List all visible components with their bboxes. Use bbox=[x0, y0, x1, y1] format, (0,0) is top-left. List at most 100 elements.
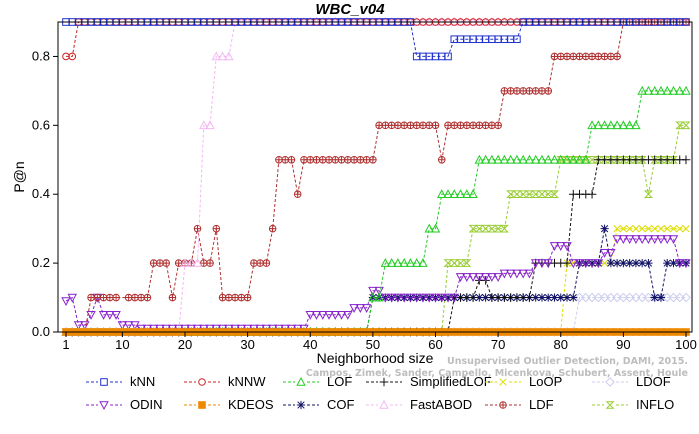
data-point bbox=[656, 155, 666, 164]
data-point bbox=[631, 235, 641, 245]
data-point bbox=[192, 258, 203, 267]
data-point bbox=[344, 155, 352, 164]
data-point bbox=[393, 293, 403, 302]
data-point bbox=[131, 293, 139, 302]
data-point bbox=[674, 292, 685, 303]
x-tick-label: 90 bbox=[616, 337, 630, 352]
legend-label: LoOP bbox=[529, 374, 562, 389]
y-tick-label: 0.0 bbox=[32, 324, 50, 339]
data-point bbox=[87, 293, 95, 302]
data-point bbox=[306, 155, 315, 164]
data-point bbox=[463, 121, 471, 130]
data-point bbox=[562, 293, 572, 302]
data-point bbox=[293, 190, 302, 199]
data-point bbox=[625, 225, 634, 233]
data-point bbox=[643, 235, 654, 245]
data-point bbox=[143, 293, 152, 302]
data-point bbox=[612, 120, 622, 130]
data-point bbox=[487, 154, 497, 164]
data-point bbox=[656, 85, 666, 95]
data-point bbox=[681, 259, 691, 269]
data-point bbox=[393, 293, 403, 303]
data-point bbox=[443, 259, 453, 267]
data-point bbox=[637, 235, 647, 245]
data-point bbox=[543, 259, 553, 269]
data-point bbox=[650, 293, 659, 302]
data-point bbox=[499, 154, 510, 164]
chart-title: WBC_v04 bbox=[315, 1, 385, 18]
x-tick-label: 30 bbox=[240, 337, 254, 352]
data-point bbox=[61, 297, 71, 307]
credit-line-2: Campos, Zimek, Sander, Campello, Micenko… bbox=[306, 368, 688, 379]
data-point bbox=[206, 259, 214, 267]
data-point bbox=[387, 121, 396, 130]
data-point bbox=[287, 155, 296, 164]
data-point bbox=[549, 190, 559, 199]
data-point bbox=[537, 154, 547, 164]
data-point bbox=[199, 259, 208, 267]
legend-item-knnw: kNNW bbox=[184, 374, 266, 389]
data-point bbox=[549, 154, 560, 164]
x-tick-label: 20 bbox=[178, 337, 192, 352]
data-point bbox=[505, 269, 516, 279]
legend-label: LDOF bbox=[636, 374, 671, 389]
data-point bbox=[649, 235, 660, 245]
data-point bbox=[650, 155, 660, 164]
series-knn bbox=[62, 18, 690, 61]
data-point bbox=[624, 292, 635, 303]
data-point bbox=[587, 292, 597, 303]
data-point bbox=[419, 121, 427, 130]
data-point bbox=[556, 293, 565, 302]
data-point bbox=[474, 273, 485, 282]
data-point bbox=[380, 258, 391, 267]
data-point bbox=[456, 259, 466, 267]
y-tick-label: 0.8 bbox=[32, 48, 50, 63]
data-point bbox=[311, 310, 322, 320]
data-point bbox=[487, 224, 497, 233]
data-point bbox=[612, 155, 622, 164]
data-point bbox=[475, 121, 484, 130]
data-point bbox=[644, 225, 653, 233]
data-point bbox=[569, 52, 578, 61]
data-point bbox=[224, 51, 234, 61]
data-point bbox=[437, 189, 447, 199]
data-point bbox=[474, 224, 484, 233]
plot-frame bbox=[57, 21, 693, 333]
data-point bbox=[662, 235, 672, 245]
series-line bbox=[66, 159, 686, 333]
data-point bbox=[500, 87, 509, 95]
legend-marker bbox=[499, 378, 507, 386]
data-point bbox=[212, 224, 221, 233]
data-point bbox=[469, 121, 477, 130]
x-tick-label: 80 bbox=[554, 337, 568, 352]
legend-item-ldf: LDF bbox=[485, 397, 554, 412]
data-point bbox=[537, 293, 547, 302]
data-point bbox=[361, 304, 372, 313]
data-point bbox=[618, 235, 629, 245]
data-point bbox=[563, 52, 571, 61]
data-point bbox=[418, 293, 428, 303]
data-point bbox=[587, 259, 597, 268]
data-point bbox=[544, 87, 553, 95]
data-point bbox=[462, 259, 472, 267]
data-point bbox=[575, 52, 584, 61]
data-point bbox=[481, 121, 490, 130]
data-point bbox=[643, 292, 654, 303]
legend-item-lof: LOF bbox=[283, 374, 352, 389]
data-point bbox=[606, 155, 616, 164]
legend-item-fastabod: FastABOD bbox=[366, 397, 472, 412]
data-point bbox=[530, 154, 541, 164]
data-point bbox=[73, 321, 84, 331]
data-point bbox=[425, 121, 434, 130]
data-point bbox=[168, 293, 177, 302]
data-point bbox=[569, 259, 577, 267]
legend-label: kNN bbox=[130, 374, 155, 389]
data-point bbox=[550, 52, 559, 61]
axes: 1 10 20 30 40 50 60 70 80 90 100 0.0 0.2 0.4 0.6 0.8 bbox=[32, 48, 697, 352]
data-point bbox=[599, 248, 610, 258]
data-point bbox=[231, 293, 239, 302]
data-point bbox=[649, 292, 660, 303]
series-line bbox=[66, 90, 686, 333]
data-point bbox=[519, 87, 527, 95]
